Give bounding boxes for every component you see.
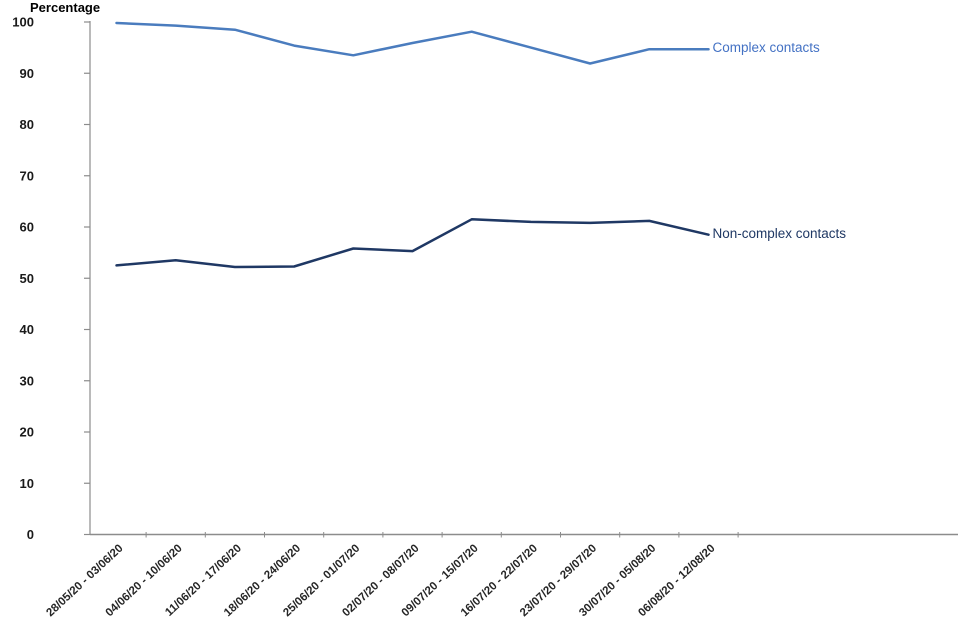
series-label-non-complex-contacts: Non-complex contacts [712, 225, 847, 241]
y-tick-label: 20 [20, 425, 34, 440]
y-tick-label: 50 [20, 271, 34, 286]
series-line-non-complex-contacts [115, 218, 710, 269]
y-tick-label: 10 [20, 476, 34, 491]
y-tick-label: 40 [20, 322, 34, 337]
y-tick-label: 0 [27, 527, 34, 542]
series-line-complex-contacts [115, 21, 710, 65]
y-tick-label: 90 [20, 66, 34, 81]
y-tick-label: 70 [20, 168, 34, 183]
y-tick-label: 80 [20, 117, 34, 132]
y-axis-title: Percentage [30, 0, 101, 15]
y-tick-label: 100 [12, 15, 34, 30]
series-label-complex-contacts: Complex contacts [712, 40, 820, 56]
y-tick-label: 60 [20, 220, 34, 235]
y-tick-label: 30 [20, 373, 34, 388]
